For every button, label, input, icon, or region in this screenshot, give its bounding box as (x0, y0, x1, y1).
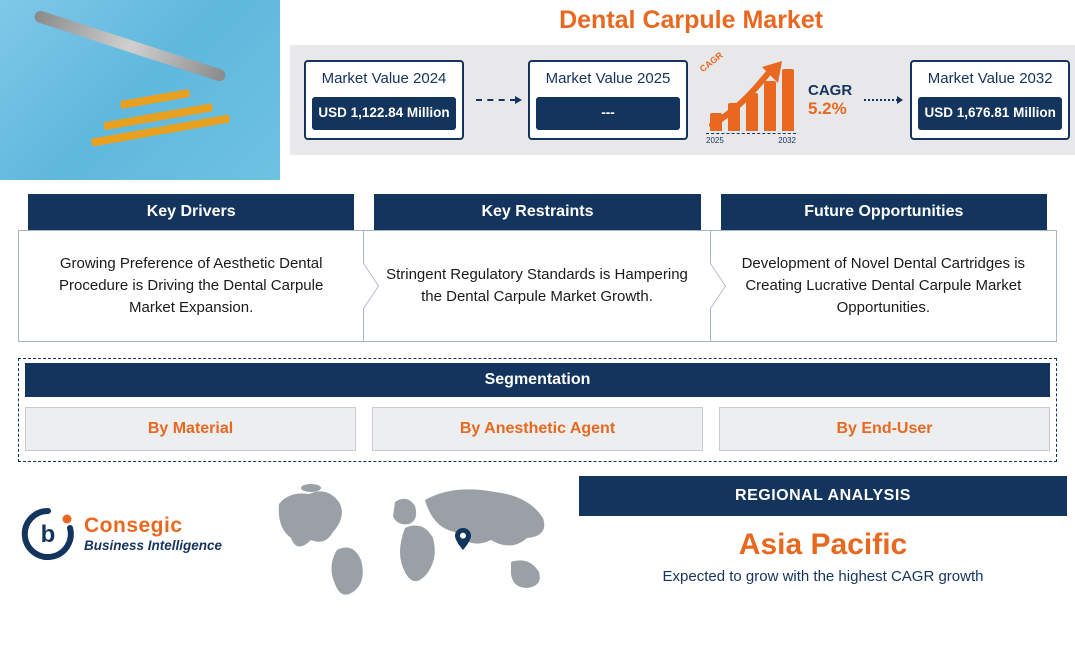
segmentation-row: By Material By Anesthetic Agent By End-U… (25, 407, 1050, 451)
metric-label: Market Value 2025 (536, 70, 680, 89)
metric-label: Market Value 2024 (312, 70, 456, 89)
metric-label: Market Value 2032 (918, 70, 1062, 89)
logo-line1: Consegic (84, 514, 222, 538)
logo-line2: Business Intelligence (84, 538, 222, 554)
panel-drivers: Key Drivers Growing Preference of Aesthe… (18, 194, 364, 342)
metric-value: USD 1,676.81 Million (918, 97, 1062, 130)
arrow-icon (476, 99, 516, 101)
cagr-bar (782, 69, 794, 131)
arrow-icon (864, 99, 898, 101)
regional-header: REGIONAL ANALYSIS (579, 476, 1067, 516)
cagr-bar (710, 113, 722, 131)
segmentation-item: By Material (25, 407, 356, 451)
metric-card-2025: Market Value 2025 --- (528, 60, 688, 140)
world-map (267, 476, 567, 606)
cagr-bar (728, 103, 740, 131)
three-panels: Key Drivers Growing Preference of Aesthe… (0, 180, 1075, 352)
segmentation-section: Segmentation By Material By Anesthetic A… (18, 358, 1057, 462)
page-title: Dental Carpule Market (290, 6, 1075, 35)
panel-body: Growing Preference of Aesthetic Dental P… (18, 230, 364, 342)
logo-icon: b (20, 506, 76, 562)
segmentation-item: By Anesthetic Agent (372, 407, 703, 451)
panel-restraints: Key Restraints Stringent Regulatory Stan… (364, 194, 710, 342)
cagr-text: CAGR 5.2% (808, 82, 852, 119)
panel-body: Development of Novel Dental Cartridges i… (710, 230, 1057, 342)
bottom-section: b Consegic Business Intelligence (0, 462, 1075, 606)
logo: b Consegic Business Intelligence (20, 506, 255, 562)
panel-body: Stringent Regulatory Standards is Hamper… (363, 230, 710, 342)
segmentation-item: By End-User (719, 407, 1050, 451)
region-name: Asia Pacific (587, 528, 1059, 562)
metric-value: --- (536, 97, 680, 130)
logo-text: Consegic Business Intelligence (84, 514, 222, 554)
cagr-block: CAGR 2025 (700, 55, 852, 145)
segmentation-header: Segmentation (25, 363, 1050, 397)
panel-header: Key Restraints (374, 194, 700, 230)
svg-text:b: b (41, 521, 56, 548)
regional-analysis: REGIONAL ANALYSIS Asia Pacific Expected … (579, 476, 1067, 597)
axis-end: 2032 (778, 136, 796, 145)
region-sub: Expected to grow with the highest CAGR g… (587, 568, 1059, 585)
cagr-bar (764, 81, 776, 131)
hero-row: Dental Carpule Market Market Value 2024 … (0, 0, 1075, 180)
panel-header: Future Opportunities (721, 194, 1047, 230)
cagr-value: 5.2% (808, 99, 852, 119)
metric-value: USD 1,122.84 Million (312, 97, 456, 130)
cagr-heading: CAGR (808, 82, 852, 99)
cagr-axis: 2025 2032 (706, 133, 796, 145)
map-pin-icon (455, 528, 471, 550)
cagr-chart: CAGR 2025 (700, 55, 800, 145)
metric-card-2024: Market Value 2024 USD 1,122.84 Million (304, 60, 464, 140)
axis-start: 2025 (706, 136, 724, 145)
cagr-bar (746, 93, 758, 131)
hero-image (0, 0, 280, 180)
panel-opportunities: Future Opportunities Development of Nove… (711, 194, 1057, 342)
metric-card-2032: Market Value 2032 USD 1,676.81 Million (910, 60, 1070, 140)
panel-header: Key Drivers (28, 194, 354, 230)
metrics-bar: Market Value 2024 USD 1,122.84 Million M… (290, 45, 1075, 155)
cagr-bars (710, 69, 794, 131)
hero-right: Dental Carpule Market Market Value 2024 … (290, 0, 1075, 155)
regional-body: Asia Pacific Expected to grow with the h… (579, 516, 1067, 597)
